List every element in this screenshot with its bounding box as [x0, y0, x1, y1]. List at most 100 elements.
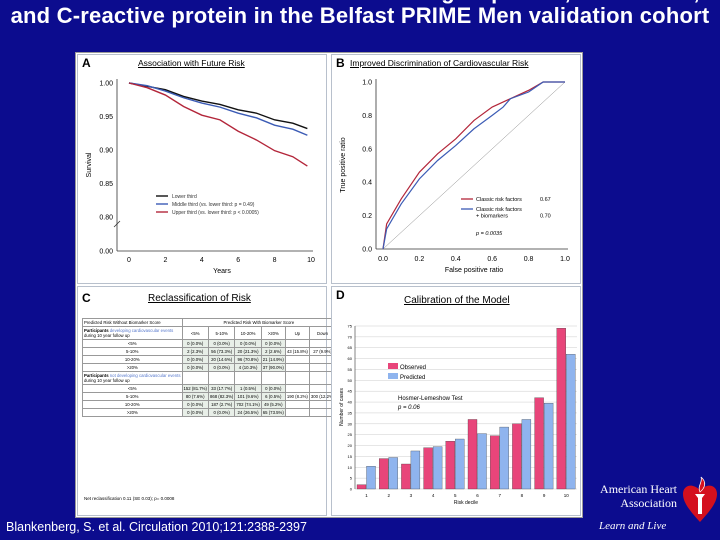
x-tick-label: 7 — [498, 493, 501, 498]
bar-observed — [379, 458, 389, 490]
test-label: Hosmer-Lemeshow Test — [398, 396, 463, 402]
group-label-b: not developing cardiovascular events — [109, 373, 181, 378]
x-tick-label: 0 — [127, 257, 131, 264]
group-label-a: Participants — [84, 328, 110, 333]
table-row: 10-20% 0 (0.0%) 20 (14.6%) 96 (70.8%) 21 (14… — [82, 355, 337, 364]
legend-label: Predicted — [400, 375, 425, 381]
table-cell: 65 (73.5%) — [260, 408, 286, 417]
column-header — [284, 371, 310, 385]
panel-label: D — [336, 288, 345, 302]
chart-title: Improved Discrimination of Cardiovascula… — [350, 58, 529, 68]
bar-observed — [534, 397, 544, 490]
citation: Blankenberg, S. et al. Circulation 2010;… — [6, 520, 307, 534]
x-axis-label: Years — [213, 268, 231, 275]
y-tick-label: 30 — [348, 421, 353, 426]
survival-line — [128, 82, 308, 130]
panel-label: C — [82, 291, 91, 305]
x-tick-label: 1 — [365, 493, 368, 498]
bar-observed — [490, 435, 500, 490]
x-tick-label: 8 — [273, 257, 277, 264]
aha-logo: American Heart Association Learn and Liv… — [585, 468, 720, 540]
table-cell: 0 (0.0%) — [181, 339, 209, 348]
group-label-a: Participants — [84, 373, 110, 378]
y-tick-label: 5 — [350, 476, 353, 481]
group-label: Participants developing cardiovascular e… — [82, 326, 183, 340]
x-tick-label: 0.2 — [415, 256, 425, 263]
table-cell: 33 (17.7%) — [207, 384, 236, 393]
x-axis-label: Risk decile — [454, 500, 478, 506]
x-axis-label: False positive ratio — [445, 267, 503, 274]
bar-predicted — [566, 354, 576, 490]
y-tick-label: 15 — [348, 454, 353, 459]
column-header: >20% — [260, 326, 286, 340]
legend-swatch — [388, 363, 398, 369]
panel-label: A — [82, 56, 91, 70]
table-cell: 96 (70.8%) — [234, 355, 262, 364]
roc-curve — [382, 81, 565, 250]
bar-predicted — [366, 466, 376, 490]
y-tick-label: 20 — [348, 443, 353, 448]
table-cell: 20 (14.6%) — [207, 355, 236, 364]
column-header — [234, 371, 262, 385]
bar-observed — [401, 463, 411, 490]
table-cell: 5-10% — [82, 347, 183, 356]
reference-line — [382, 81, 566, 250]
x-tick-label: 2 — [163, 257, 167, 264]
y-tick-label: 0.0 — [362, 247, 372, 254]
table-cell: 80 (7.6%) — [181, 392, 209, 401]
header-right: Predicted Risk With Biomarker Score — [181, 318, 337, 327]
heart-torch-icon — [683, 476, 717, 522]
table-cell: 2 (2.6%) — [260, 347, 286, 356]
group-label-b: developing cardiovascular events — [109, 328, 174, 333]
table-cell: 0 (0.0%) — [181, 355, 209, 364]
bar-predicted — [543, 403, 554, 490]
y-axis-label: Number of cases — [339, 388, 345, 426]
table-row: 5-10% 2 (2.3%) 56 (73.3%) 20 (21.3%) 2 (2.6%… — [82, 347, 337, 356]
bar-observed — [512, 423, 522, 490]
y-tick-label: 0.85 — [99, 181, 113, 188]
chart-title: Association with Future Risk — [138, 58, 245, 68]
table-cell: 0 (0.0%) — [207, 363, 236, 372]
table-cell: 868 (82.3%) — [207, 392, 236, 401]
table-cell: 702 (74.1%) — [234, 400, 262, 409]
y-tick-label: 0.4 — [362, 180, 372, 187]
table-cell: 37 (90.0%) — [260, 363, 286, 372]
roc-curve — [382, 81, 565, 250]
table-cell: 190 (8.2%) — [284, 392, 310, 401]
table-cell — [284, 384, 310, 393]
table-cell: 21 (14.9%) — [260, 355, 286, 364]
y-tick-label: 65 — [348, 345, 353, 350]
bar-observed — [556, 328, 566, 490]
group-header-row: Participants developing cardiovascular e… — [82, 326, 337, 340]
bar-predicted — [521, 419, 532, 490]
table-cell: 10-20% — [82, 400, 183, 409]
table-cell — [284, 408, 310, 417]
bar-observed — [467, 419, 478, 490]
y-tick-label: 0.6 — [362, 146, 372, 153]
column-header: <5% — [181, 326, 209, 340]
table-cell — [284, 355, 310, 364]
x-tick-label: 9 — [543, 493, 546, 498]
y-tick-label: 60 — [348, 356, 353, 361]
y-tick-label: 0 — [350, 487, 353, 492]
column-header: Up — [284, 326, 310, 340]
table-title: Reclassification of Risk — [148, 293, 251, 304]
y-tick-label: 0.2 — [362, 213, 372, 220]
legend-label: Upper third (vs. lower third: p < 0.0005… — [172, 210, 259, 216]
table-cell — [284, 400, 310, 409]
x-tick-label: 6 — [236, 257, 240, 264]
y-tick-label: 55 — [348, 367, 353, 372]
table-cell: 4 (10.3%) — [234, 363, 262, 372]
legend-label: Middle third (vs. lower third: p = 0.49) — [172, 202, 255, 208]
panel-d: D Calibration of the Model 0 5 10 15 20 25 30 3… — [331, 286, 581, 516]
x-tick-label: 0.4 — [451, 256, 461, 263]
bar-predicted — [477, 433, 487, 490]
table-cell: 10-20% — [82, 355, 183, 364]
x-tick-label: 3 — [410, 493, 413, 498]
slide-title: Results of the biomarker score including… — [10, 0, 710, 28]
legend-auc: 0.70 — [540, 214, 551, 220]
panel-label: B — [336, 56, 345, 70]
bar-observed — [423, 447, 433, 490]
y-tick-label: 75 — [348, 324, 353, 329]
